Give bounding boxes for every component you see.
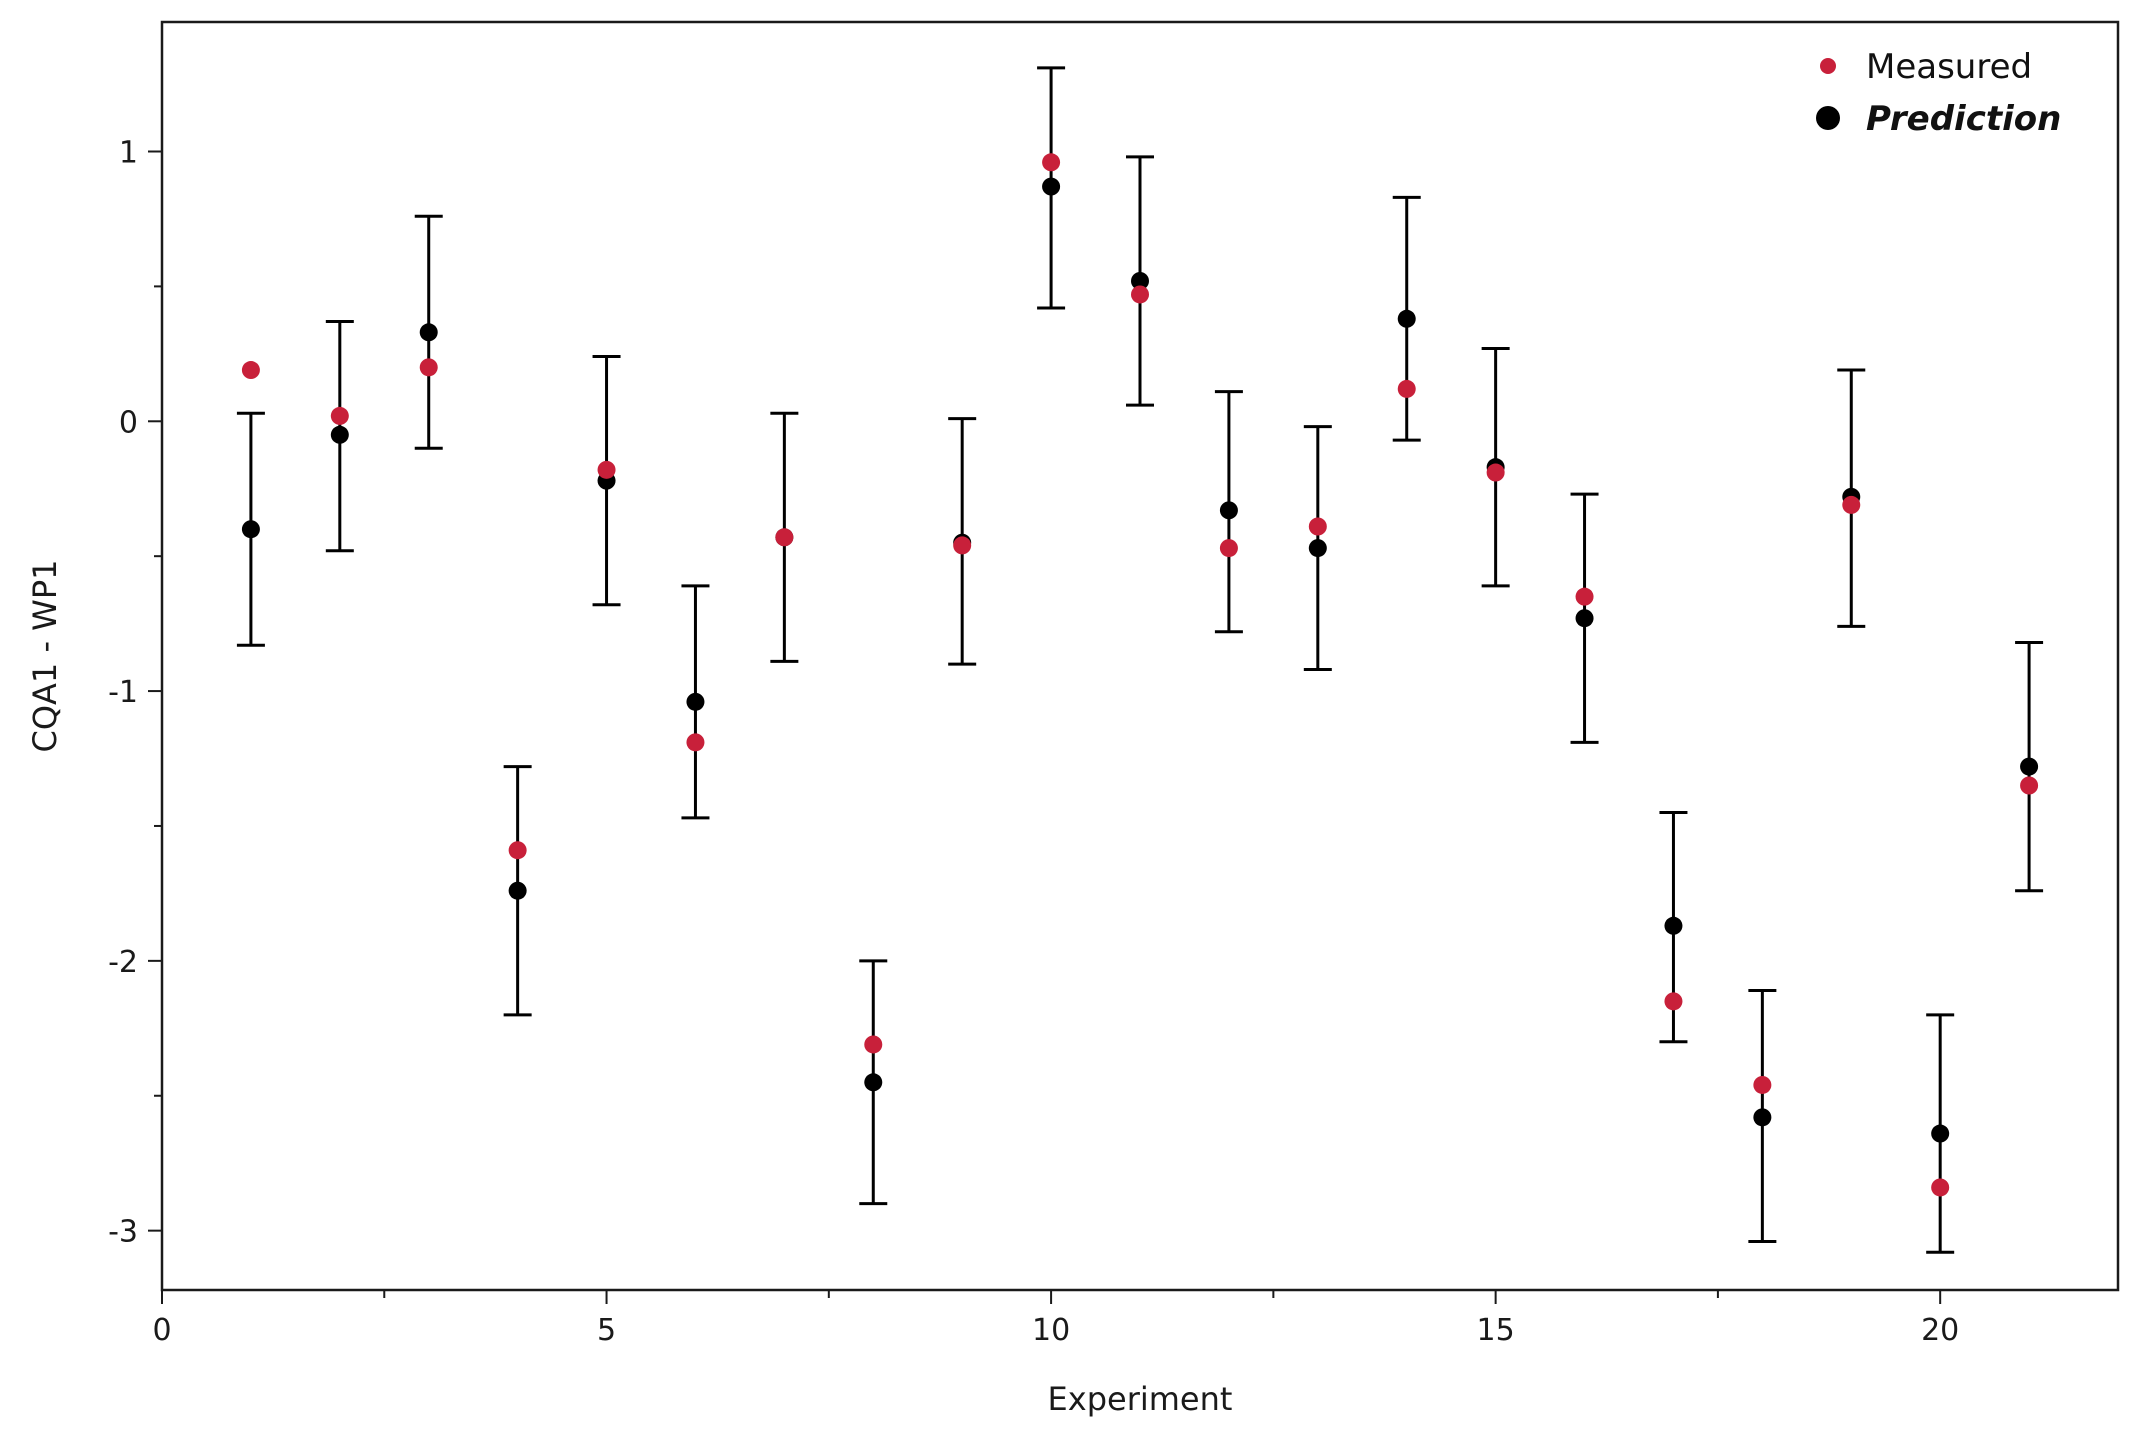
- legend-measured-label: Measured: [1866, 47, 2032, 87]
- prediction-point-1: [241, 520, 260, 539]
- measured-point-20: [1931, 1178, 1950, 1197]
- prediction-point-20: [1931, 1124, 1950, 1143]
- prediction-point-11: [1131, 271, 1149, 290]
- measured-point-1: [241, 361, 260, 380]
- measured-point-4: [508, 841, 527, 860]
- y-tick-label-1: 1: [119, 135, 138, 170]
- legend: Measured Prediction: [1816, 47, 2061, 139]
- measured-point-5: [597, 460, 616, 479]
- y-axis-title: CQA1 - WP1: [26, 560, 64, 753]
- prediction-point-2: [330, 425, 349, 444]
- prediction-point-8: [864, 1073, 883, 1092]
- ticks-layer: 0 5 10 15 20 -3 -2 -1 0 1: [108, 135, 1959, 1348]
- y-tick-label--2: -2: [108, 945, 138, 980]
- measured-point-19: [1842, 495, 1861, 514]
- plot-frame: [160, 20, 2120, 1292]
- measured-point-2: [330, 406, 349, 425]
- y-tick-label--1: -1: [108, 675, 138, 710]
- x-tick-label-10: 10: [1032, 1313, 1070, 1348]
- prediction-point-21: [2020, 757, 2039, 776]
- x-tick-label-15: 15: [1477, 1313, 1515, 1348]
- x-axis-title: Experiment: [1048, 1380, 1233, 1418]
- legend-prediction-label: Prediction: [1866, 99, 2061, 139]
- measured-point-8: [864, 1035, 883, 1054]
- y-tick-label-0: 0: [119, 405, 138, 440]
- measured-point-9: [953, 536, 972, 555]
- prediction-point-12: [1219, 501, 1238, 520]
- measured-point-16: [1575, 587, 1594, 606]
- prediction-point-16: [1575, 609, 1594, 628]
- measured-point-15: [1486, 463, 1505, 482]
- y-tick-label--3: -3: [108, 1215, 138, 1250]
- measured-point-14: [1397, 379, 1416, 398]
- prediction-point-6: [686, 692, 705, 711]
- measured-point-12: [1219, 539, 1238, 558]
- measured-point-11: [1131, 285, 1149, 304]
- measured-point-10: [1042, 153, 1061, 172]
- x-tick-label-0: 0: [152, 1313, 171, 1348]
- measured-point-17: [1664, 992, 1683, 1011]
- prediction-point-13: [1308, 539, 1327, 558]
- points-layer: [241, 153, 2039, 1197]
- x-tick-label-5: 5: [597, 1313, 616, 1348]
- measured-point-21: [2020, 776, 2039, 795]
- measured-point-3: [419, 358, 438, 377]
- legend-measured-marker: [1820, 58, 1836, 74]
- prediction-point-4: [508, 881, 527, 900]
- measured-point-6: [686, 733, 705, 752]
- legend-prediction-marker: [1816, 106, 1840, 130]
- prediction-point-10: [1042, 177, 1061, 196]
- measured-point-7: [775, 528, 794, 547]
- x-tick-label-20: 20: [1921, 1313, 1959, 1348]
- prediction-point-14: [1397, 309, 1416, 328]
- prediction-point-17: [1664, 916, 1683, 935]
- prediction-point-3: [419, 323, 438, 342]
- prediction-point-18: [1753, 1108, 1772, 1127]
- measured-point-13: [1308, 517, 1327, 536]
- measured-point-18: [1753, 1075, 1772, 1094]
